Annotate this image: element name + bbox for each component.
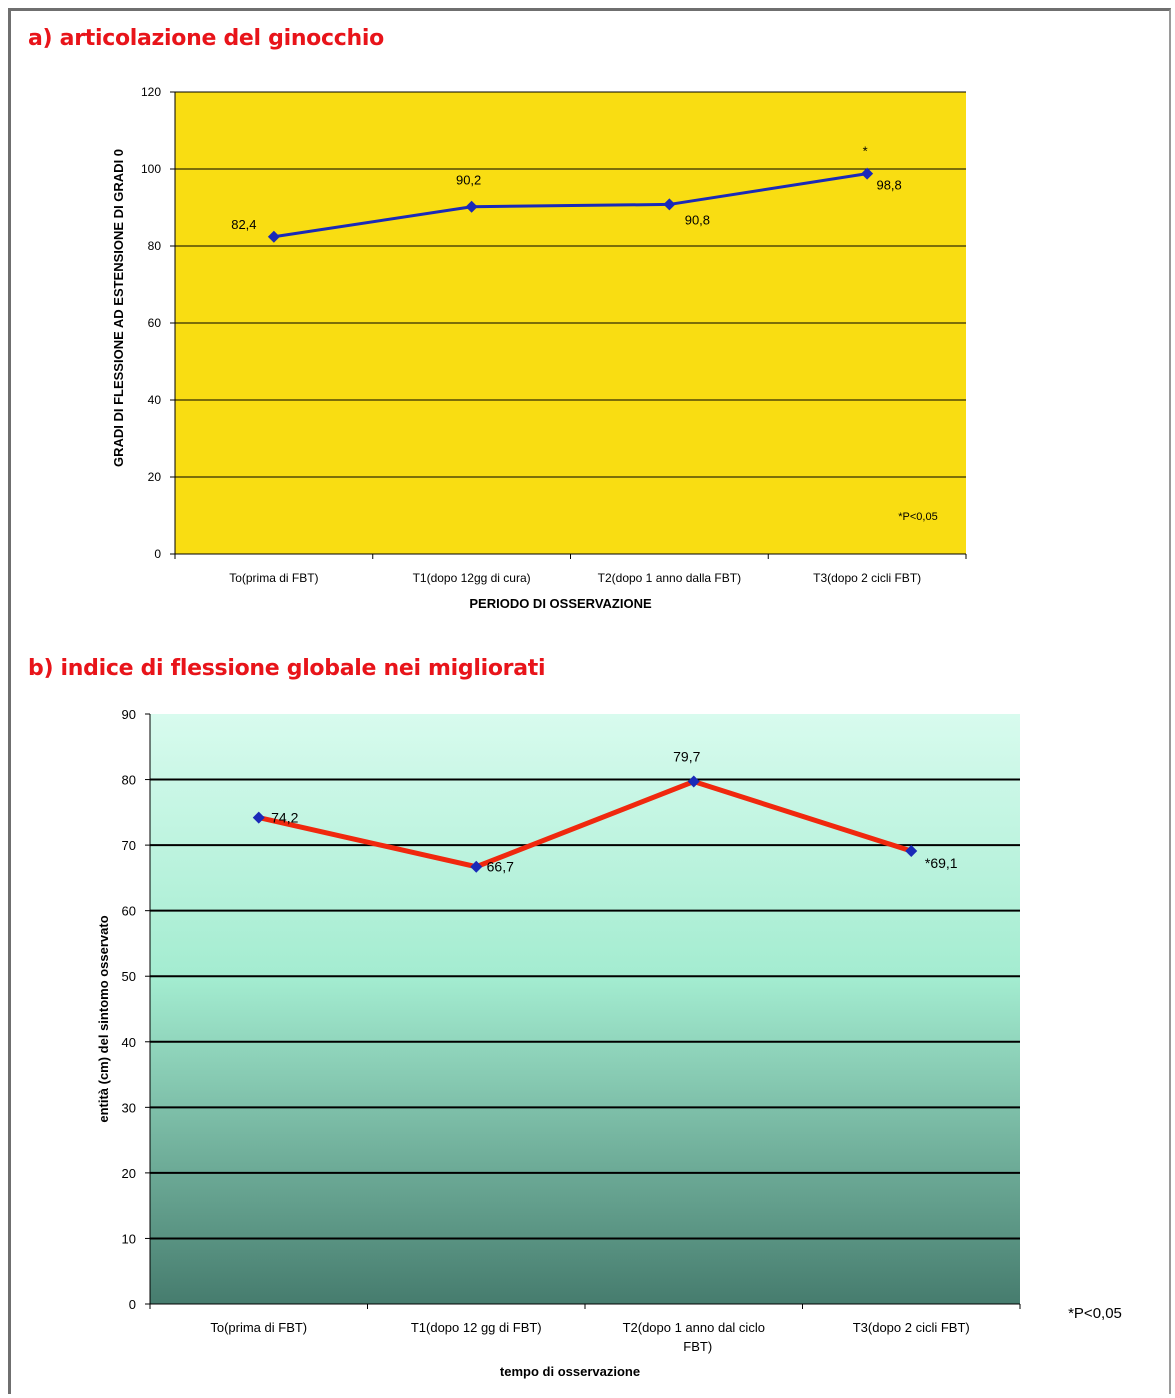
chart-b-data-point	[687, 775, 700, 788]
chart-b-y-tick-label: 10	[122, 1231, 136, 1246]
chart-a-data-label: 90,8	[685, 212, 710, 227]
chart-b-series-line	[258, 778, 913, 870]
chart-b-y-tick-label: 90	[122, 707, 136, 722]
chart-b-y-tick-label: 80	[122, 773, 136, 788]
chart-a-y-tick-label: 100	[141, 162, 161, 176]
page-frame	[8, 8, 1171, 1394]
chart-a-data-label: 90,2	[456, 173, 481, 188]
chart-b-y-tick-label: 70	[122, 838, 136, 853]
chart-a-y-axis-title: GRADI DI FLESSIONE AD ESTENSIONE DI GRAD…	[111, 149, 126, 467]
chart-b-data-label: *69,1	[925, 855, 958, 871]
chart-b-annotation: *P<0,05	[1068, 1305, 1122, 1322]
chart-a-title: a) articolazione del ginocchio	[28, 26, 384, 51]
chart-b-y-tick-label: 50	[122, 969, 136, 984]
chart-b-data-label: 79,7	[673, 749, 700, 765]
chart-b-y-tick-label: 20	[122, 1166, 136, 1181]
chart-b-title: b) indice di flessione globale nei migli…	[28, 656, 546, 681]
chart-a-x-tick-label: T2(dopo 1 anno dalla FBT)	[598, 571, 741, 585]
chart-a-y-tick-label: 0	[154, 547, 161, 561]
chart-a-y-tick-label: 60	[148, 316, 162, 330]
chart-a-data-label: 82,4	[231, 217, 256, 232]
chart-b-x-axis-title: tempo di osservazione	[500, 1364, 640, 1379]
chart-b-plot-area	[150, 714, 1020, 1304]
chart-b-y-axis-title: entità (cm) del sintomo osservato	[96, 915, 111, 1122]
chart-b-x-tick-label: FBT)	[683, 1339, 712, 1354]
chart-a-x-tick-label: T3(dopo 2 cicli FBT)	[813, 571, 921, 585]
chart-b-y-tick-label: 40	[122, 1035, 136, 1050]
chart-b-data-point	[470, 860, 483, 873]
chart-a-y-tick-label: 80	[148, 239, 162, 253]
chart-a-significance-marker: *	[863, 144, 868, 159]
chart-a-data-point	[267, 230, 280, 243]
chart-a-data-point	[663, 198, 676, 211]
chart-a-y-tick-label: 120	[141, 85, 161, 99]
chart-a-x-tick-label: T1(dopo 12gg di cura)	[413, 571, 531, 585]
chart-b-data-label: 66,7	[487, 859, 514, 875]
chart-a-data-point	[465, 200, 478, 213]
chart-b-x-tick-label: T2(dopo 1 anno dal ciclo	[623, 1320, 765, 1335]
chart-a-x-axis-title: PERIODO DI OSSERVAZIONE	[469, 596, 652, 611]
chart-a-y-tick-label: 20	[148, 470, 162, 484]
chart-b-x-tick-label: T3(dopo 2 cicli FBT)	[853, 1320, 970, 1335]
chart-a-data-label: 98,8	[876, 178, 901, 193]
chart-b-x-tick-label: T1(dopo 12 gg di FBT)	[411, 1320, 542, 1335]
chart-b-y-tick-label: 60	[122, 904, 136, 919]
chart-a-data-point	[861, 167, 874, 180]
chart-b-y-tick-label: 0	[129, 1297, 136, 1312]
chart-b-data-point	[252, 811, 265, 824]
chart-b-x-tick-label: To(prima di FBT)	[210, 1320, 307, 1335]
chart-b: 0 10 20 30 40 50 60 70 80 90 To(prima di FBT) T1(do…	[96, 707, 1122, 1379]
chart-b-data-point	[905, 845, 918, 858]
chart-a-x-tick-label: To(prima di FBT)	[229, 571, 318, 585]
chart-a-annotation: *P<0,05	[898, 511, 937, 523]
chart-a-series-line	[273, 172, 868, 239]
chart-a-y-tick-label: 40	[148, 393, 162, 407]
chart-b-y-tick-label: 30	[122, 1100, 136, 1115]
chart-a: 0 20 40 60 80 100 120 To(prima di FBT) T1(dopo 1…	[111, 85, 967, 611]
chart-b-data-label: 74,2	[271, 810, 298, 826]
